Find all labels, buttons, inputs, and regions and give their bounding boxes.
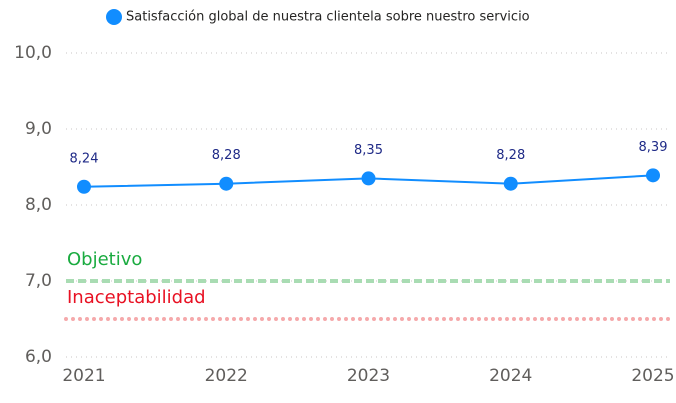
data-label: 8,28	[212, 148, 241, 163]
x-tick-label: 2024	[489, 366, 532, 386]
data-point	[646, 168, 660, 183]
y-tick-label: 6,0	[25, 347, 52, 367]
data-label: 8,39	[639, 140, 668, 155]
y-tick-label: 8,0	[25, 195, 52, 215]
data-label: 8,28	[496, 148, 525, 163]
data-label: 8,24	[70, 151, 99, 166]
data-point	[503, 176, 518, 191]
y-tick-label: 7,0	[25, 271, 52, 291]
reference-label: Inaceptabilidad	[67, 287, 206, 308]
legend-label: Satisfacción global de nuestra clientela…	[126, 10, 530, 25]
x-tick-label: 2025	[631, 366, 674, 386]
y-tick-label: 10,0	[14, 43, 52, 63]
x-tick-label: 2023	[347, 366, 390, 386]
data-point	[219, 176, 234, 191]
y-tick-label: 9,0	[25, 119, 52, 139]
x-tick-label: 2022	[205, 366, 248, 386]
data-label: 8,35	[354, 143, 383, 158]
x-tick-label: 2021	[62, 366, 105, 386]
data-point	[361, 171, 376, 186]
data-point	[77, 179, 91, 194]
reference-label: Objetivo	[67, 249, 142, 270]
legend-marker	[106, 9, 122, 25]
